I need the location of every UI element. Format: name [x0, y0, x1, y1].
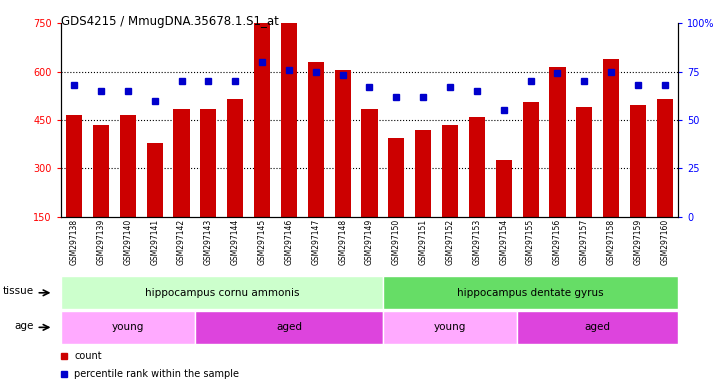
Bar — [361, 109, 378, 217]
Bar — [657, 99, 673, 217]
Bar — [281, 23, 297, 217]
Text: GSM297159: GSM297159 — [633, 218, 643, 265]
Bar — [335, 70, 351, 217]
Text: aged: aged — [585, 322, 610, 333]
Bar — [523, 102, 538, 217]
Bar — [630, 106, 646, 217]
Text: GSM297139: GSM297139 — [96, 218, 106, 265]
Text: hippocampus dentate gyrus: hippocampus dentate gyrus — [457, 288, 604, 298]
Text: GSM297143: GSM297143 — [204, 218, 213, 265]
Text: tissue: tissue — [2, 286, 34, 296]
Text: GSM297145: GSM297145 — [258, 218, 266, 265]
Bar — [146, 142, 163, 217]
Text: GSM297155: GSM297155 — [526, 218, 535, 265]
Text: GSM297160: GSM297160 — [660, 218, 669, 265]
Bar — [388, 138, 404, 217]
Text: GSM297157: GSM297157 — [580, 218, 589, 265]
Text: GSM297138: GSM297138 — [70, 218, 79, 265]
Text: GSM297149: GSM297149 — [365, 218, 374, 265]
Bar — [66, 115, 82, 217]
Bar — [496, 161, 512, 217]
Bar — [383, 276, 678, 309]
Text: GSM297148: GSM297148 — [338, 218, 347, 265]
Bar — [308, 62, 324, 217]
Text: GSM297152: GSM297152 — [446, 218, 455, 265]
Bar — [576, 107, 593, 217]
Bar — [442, 125, 458, 217]
Text: GSM297147: GSM297147 — [311, 218, 321, 265]
Text: GSM297154: GSM297154 — [499, 218, 508, 265]
Bar — [195, 311, 383, 344]
Bar — [469, 117, 485, 217]
Bar — [61, 276, 383, 309]
Text: GSM297144: GSM297144 — [231, 218, 240, 265]
Text: aged: aged — [276, 322, 302, 333]
Text: GSM297146: GSM297146 — [284, 218, 293, 265]
Text: GSM297153: GSM297153 — [473, 218, 481, 265]
Bar — [517, 311, 678, 344]
Text: GSM297158: GSM297158 — [607, 218, 615, 265]
Text: GSM297141: GSM297141 — [150, 218, 159, 265]
Text: hippocampus cornu ammonis: hippocampus cornu ammonis — [144, 288, 299, 298]
Text: count: count — [74, 351, 102, 361]
Bar — [549, 67, 565, 217]
Bar — [254, 15, 270, 217]
Text: age: age — [14, 321, 34, 331]
Bar — [174, 109, 190, 217]
Bar — [61, 311, 195, 344]
Bar — [201, 109, 216, 217]
Bar — [603, 59, 619, 217]
Text: GSM297150: GSM297150 — [392, 218, 401, 265]
Text: GSM297156: GSM297156 — [553, 218, 562, 265]
Text: GSM297140: GSM297140 — [124, 218, 132, 265]
Bar — [93, 125, 109, 217]
Bar — [227, 99, 243, 217]
Text: young: young — [434, 322, 466, 333]
Bar — [120, 115, 136, 217]
Text: GSM297142: GSM297142 — [177, 218, 186, 265]
Bar — [383, 311, 517, 344]
Text: GSM297151: GSM297151 — [418, 218, 428, 265]
Text: young: young — [111, 322, 144, 333]
Bar — [415, 130, 431, 217]
Text: percentile rank within the sample: percentile rank within the sample — [74, 369, 239, 379]
Text: GDS4215 / MmugDNA.35678.1.S1_at: GDS4215 / MmugDNA.35678.1.S1_at — [61, 15, 278, 28]
